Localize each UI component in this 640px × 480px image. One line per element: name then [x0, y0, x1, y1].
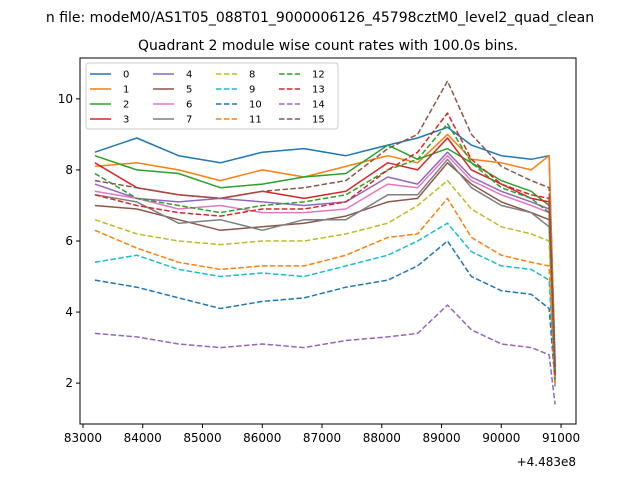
legend-label-3: 3	[123, 115, 129, 126]
y-axis: 2 4 6 8 10	[58, 92, 80, 390]
x-tick-label: 90000	[482, 431, 520, 445]
series-line-15	[94, 80, 556, 366]
legend-label-11: 11	[249, 115, 262, 126]
x-tick-label: 83000	[64, 431, 102, 445]
y-tick-label: 4	[65, 305, 73, 319]
x-tick-label: 85000	[183, 431, 221, 445]
series-layer	[94, 80, 556, 405]
legend-label-0: 0	[123, 70, 129, 81]
x-offset-label: +4.483e8	[517, 455, 576, 469]
legend-label-5: 5	[186, 85, 192, 96]
legend-label-2: 2	[123, 100, 129, 111]
legend-label-6: 6	[186, 100, 192, 111]
x-tick-label: 87000	[303, 431, 341, 445]
series-line-1	[94, 133, 556, 369]
legend-label-15: 15	[312, 115, 325, 126]
series-line-4	[94, 151, 556, 377]
series-line-7	[94, 158, 556, 380]
series-line-14	[94, 304, 556, 405]
y-tick-label: 10	[58, 92, 73, 106]
x-axis: 83000 84000 85000 86000 87000 88000 89000 90000…	[64, 424, 580, 445]
series-line-13	[94, 112, 556, 377]
legend-label-14: 14	[312, 100, 325, 111]
series-line-11	[94, 197, 556, 387]
x-tick-label: 89000	[422, 431, 460, 445]
legend-label-12: 12	[312, 70, 325, 81]
chart-title: Quadrant 2 module wise count rates with …	[138, 38, 518, 54]
y-tick-label: 8	[65, 163, 73, 177]
x-tick-label: 88000	[363, 431, 401, 445]
figure-suptitle: n file: modeM0/AS1T05_088T01_9000006126_…	[46, 10, 594, 26]
x-tick-label: 84000	[124, 431, 162, 445]
legend-label-9: 9	[249, 85, 255, 96]
legend-label-1: 1	[123, 85, 129, 96]
legend-label-13: 13	[312, 85, 325, 96]
series-line-2	[94, 144, 556, 373]
legend-label-7: 7	[186, 115, 192, 126]
legend-frame	[85, 62, 339, 130]
y-tick-label: 2	[65, 376, 73, 390]
legend-label-4: 4	[186, 70, 192, 81]
x-tick-label: 91000	[542, 431, 580, 445]
x-tick-label: 86000	[243, 431, 281, 445]
series-line-10	[94, 240, 556, 384]
legend-label-10: 10	[249, 100, 262, 111]
y-tick-label: 6	[65, 234, 73, 248]
series-line-5	[94, 162, 556, 380]
series-line-12	[94, 122, 556, 373]
legend-label-8: 8	[249, 70, 255, 81]
